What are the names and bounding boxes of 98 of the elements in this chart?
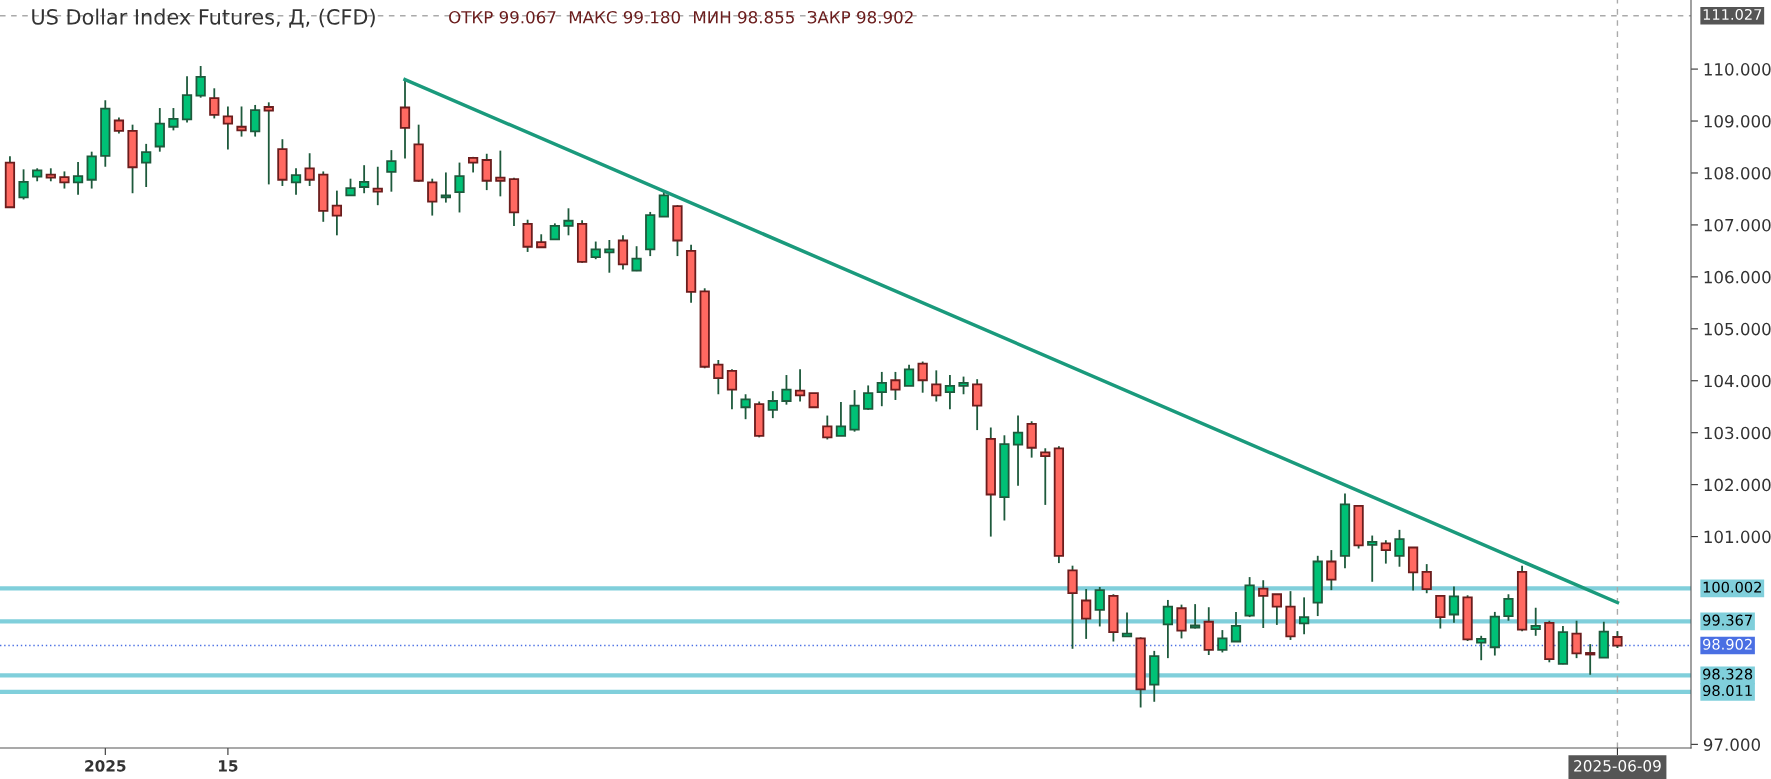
candlestick (863, 384, 874, 411)
candlestick (1298, 596, 1310, 636)
candlestick (835, 401, 847, 437)
candlestick (168, 107, 179, 132)
candlestick (141, 142, 152, 188)
candlestick (331, 189, 343, 237)
candlestick (481, 152, 492, 192)
candlestick (154, 107, 165, 153)
ref-line-label: 98.328 (1703, 668, 1753, 680)
chart-title: US Dollar Index Futures, Д, (CFD) (32, 8, 375, 28)
candlestick (522, 218, 533, 253)
candlestick (726, 368, 738, 411)
candlestick (617, 234, 629, 271)
candlestick (1040, 447, 1051, 506)
candlestick (917, 360, 928, 394)
y-tick-label: 97.000 (1703, 738, 1761, 751)
candlestick (767, 390, 778, 420)
candlestick (427, 177, 438, 217)
candlestick (1326, 549, 1337, 591)
x-tick-label: 2025 (85, 760, 126, 772)
candlestick (495, 149, 506, 198)
candlestick (944, 374, 956, 411)
candlestick (1217, 629, 1228, 654)
candlestick (250, 104, 261, 138)
candlestick (890, 371, 901, 401)
y-tick-label: 103.000 (1704, 426, 1771, 440)
candlestick (359, 164, 370, 195)
candlestick (1571, 619, 1582, 660)
candlestick (1585, 643, 1596, 676)
candlestick (1012, 414, 1024, 487)
candlestick (1121, 611, 1133, 638)
y-tick-label: 104.000 (1704, 374, 1771, 388)
candlestick (631, 245, 642, 273)
y-tick-label: 101.000 (1704, 530, 1771, 544)
candlestick (658, 190, 669, 218)
ref-line-label: 98.902 (1703, 638, 1752, 650)
candlestick (1476, 634, 1487, 662)
candlestick (1067, 564, 1078, 650)
candlestick (222, 105, 234, 151)
candlestick (1530, 606, 1541, 637)
candlestick (822, 414, 833, 441)
candlestick (304, 152, 315, 187)
candlestick (1271, 593, 1282, 626)
candlestick (1435, 594, 1446, 630)
candlestick (563, 207, 574, 237)
candlestick (794, 368, 806, 403)
candlestick (86, 150, 97, 190)
y-tick-label: 102.000 (1704, 478, 1771, 492)
candlestick (849, 389, 860, 433)
y-tick-label: 108.000 (1704, 166, 1771, 180)
candlestick (781, 374, 792, 406)
annotation: ЗАКР 98.902 (807, 10, 913, 24)
x-tick-label: 15 (219, 760, 238, 772)
candlestick (1448, 585, 1460, 624)
candlestick (876, 371, 887, 408)
candlestick (454, 161, 465, 214)
y-tick-label: 105.000 (1704, 322, 1771, 336)
annotation: МИН 98.855 (694, 10, 794, 24)
candlestick (1176, 603, 1187, 640)
candlestick (236, 105, 247, 138)
candlestick (399, 78, 411, 160)
candlestick (1258, 579, 1269, 629)
candlestick (1230, 611, 1242, 643)
candlestick (1094, 586, 1105, 628)
candlestick (1081, 588, 1092, 640)
y-tick-label: 110.000 (1704, 63, 1771, 76)
candlestick (372, 165, 383, 207)
candlestick (1503, 593, 1514, 622)
candlestick (604, 239, 615, 274)
candlestick (195, 65, 206, 99)
x-tick-label: 2025-06-09 (1574, 760, 1661, 772)
y-tick-label: 107.000 (1704, 218, 1771, 232)
candlestick (903, 363, 915, 387)
candlestick (1380, 539, 1391, 565)
candlestick (740, 393, 751, 421)
candlestick (1162, 599, 1174, 660)
candlestick (386, 149, 397, 193)
candlestick (72, 161, 84, 196)
candlestick (713, 359, 724, 396)
candlestick (972, 378, 983, 432)
ref-line-label: 99.367 (1703, 614, 1752, 626)
ref-line-label: 100.002 (1703, 581, 1761, 593)
ref-line-label: 98.011 (1703, 685, 1752, 697)
candlestick (290, 167, 302, 196)
candlestick (209, 87, 220, 120)
candlestick (1026, 420, 1037, 459)
y-tick-label: 106.000 (1704, 270, 1771, 284)
candlestick (18, 168, 29, 201)
candlestick (440, 171, 452, 204)
candlestick (1421, 563, 1432, 595)
y-tick-label: 109.000 (1704, 114, 1771, 128)
candlestick (931, 369, 942, 403)
ref-line-label: 111.027 (1703, 8, 1762, 20)
annotation: ОТКР 99.067 (449, 10, 556, 24)
annotation: МАКС 99.180 (569, 10, 680, 24)
candlestick (1367, 534, 1378, 583)
candlestick (263, 101, 274, 186)
candlestick (1394, 528, 1405, 568)
